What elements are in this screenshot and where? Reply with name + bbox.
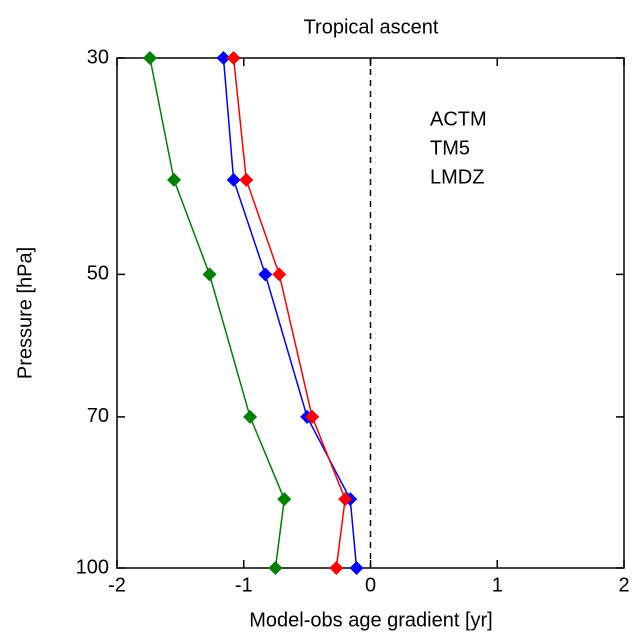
marker bbox=[243, 409, 258, 424]
marker bbox=[277, 492, 292, 507]
marker bbox=[167, 172, 182, 187]
y-tick-label: 30 bbox=[87, 46, 109, 68]
x-axis-label: Model-obs age gradient [yr] bbox=[249, 609, 492, 631]
marker bbox=[216, 51, 231, 65]
chart-title: Tropical ascent bbox=[304, 16, 439, 38]
marker bbox=[272, 267, 287, 282]
marker bbox=[349, 561, 364, 575]
y-tick-label: 50 bbox=[87, 263, 109, 285]
x-tick-label: -2 bbox=[108, 574, 126, 596]
marker bbox=[329, 561, 344, 575]
x-tick-label: 2 bbox=[618, 574, 629, 596]
marker bbox=[239, 172, 254, 187]
legend-entry: ACTM bbox=[430, 108, 487, 130]
y-axis-label: Pressure [hPa] bbox=[14, 247, 36, 379]
x-tick-label: 1 bbox=[492, 574, 503, 596]
legend-entry: TM5 bbox=[430, 137, 470, 159]
marker bbox=[268, 561, 283, 575]
legend-entry: LMDZ bbox=[430, 166, 484, 188]
marker bbox=[142, 51, 157, 65]
series-line bbox=[232, 57, 346, 569]
series-line bbox=[222, 57, 358, 569]
series-line bbox=[149, 57, 286, 569]
x-tick-label: 0 bbox=[365, 574, 376, 596]
y-tick-label: 70 bbox=[87, 405, 109, 427]
marker bbox=[305, 409, 320, 424]
marker bbox=[226, 51, 241, 65]
marker bbox=[202, 267, 217, 282]
marker bbox=[338, 492, 353, 507]
x-tick-label: -1 bbox=[235, 574, 253, 596]
y-tick-label: 100 bbox=[76, 556, 109, 578]
marker bbox=[258, 267, 273, 282]
marker bbox=[226, 172, 241, 187]
